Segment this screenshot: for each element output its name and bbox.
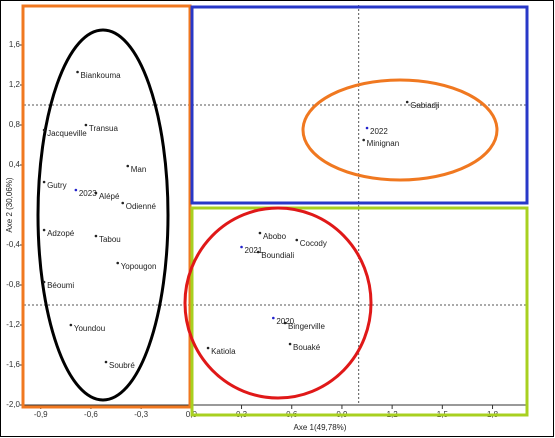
point (42, 180, 46, 184)
x-tick-label: -0,9 (34, 410, 48, 419)
point (116, 261, 120, 265)
point (288, 342, 292, 346)
y-tick-label: -1,6 (6, 360, 20, 369)
group-box-green (190, 206, 529, 417)
point-label: Boundiali (261, 251, 294, 260)
point (42, 128, 46, 132)
point-label: Minignan (367, 139, 399, 148)
point (283, 321, 287, 325)
y-tick-label: -1,2 (6, 320, 20, 329)
group-ellipse-black (36, 28, 170, 402)
point (405, 100, 409, 104)
point (295, 238, 299, 242)
group-box-orange (21, 4, 192, 409)
point-label: 2020 (276, 317, 294, 326)
point (42, 228, 46, 232)
point (206, 346, 210, 350)
point-label: Soubré (109, 361, 135, 370)
point-label: Béoumi (47, 281, 74, 290)
point-label: Odienné (126, 202, 157, 211)
y-tick-label: 1,6 (9, 40, 21, 49)
point-label: Biankouma (81, 71, 122, 80)
x-tick-label: -0,6 (84, 410, 98, 419)
point-label: Bingerville (288, 322, 325, 331)
x-axis-label: Axe 1(49,78%) (294, 423, 347, 432)
point-label: Katiola (211, 347, 236, 356)
point-label: Youndou (74, 324, 105, 333)
group-box-blue (190, 5, 529, 205)
point-label: Adzopé (47, 229, 75, 238)
point-label: Alépé (99, 192, 120, 201)
point (362, 138, 365, 142)
point (74, 188, 78, 192)
point (42, 280, 46, 284)
y-tick-label: 0,4 (9, 160, 21, 169)
point-label: Gutry (47, 181, 67, 190)
y-tick-label: 1,2 (9, 80, 21, 89)
y-axis-label: Axe 2 (30,06%) (5, 177, 14, 232)
point (94, 191, 98, 195)
point (365, 126, 369, 130)
point (104, 360, 108, 364)
point-label: 2022 (370, 127, 388, 136)
y-tick-label: -0,4 (6, 240, 20, 249)
point (126, 164, 130, 168)
point (121, 201, 125, 205)
group-ellipse-red (183, 206, 373, 400)
point (258, 231, 262, 235)
point (76, 70, 79, 74)
point-label: Cocody (300, 239, 327, 248)
y-tick-label: -0,8 (6, 280, 20, 289)
point-label: Man (131, 165, 147, 174)
point (69, 323, 73, 327)
point-label: Tabou (99, 235, 121, 244)
point-label: Gabiadji (410, 101, 440, 110)
point-label: Yopougon (121, 262, 157, 271)
point-label: 2023 (79, 189, 97, 198)
point-label: Bouaké (293, 343, 321, 352)
point (272, 316, 275, 320)
x-tick-label: -0,3 (134, 410, 148, 419)
point-label: 2021 (245, 246, 263, 255)
point (256, 250, 260, 254)
group-ellipse-orange (301, 78, 499, 182)
point-label: Transua (89, 124, 119, 133)
point-label: Abobo (263, 232, 287, 241)
y-tick-label: -2,0 (6, 400, 20, 409)
point (94, 234, 98, 238)
point-label: Jacqueville (47, 129, 87, 138)
point (84, 123, 88, 127)
point (240, 245, 243, 249)
y-tick-label: 0,8 (9, 120, 21, 129)
